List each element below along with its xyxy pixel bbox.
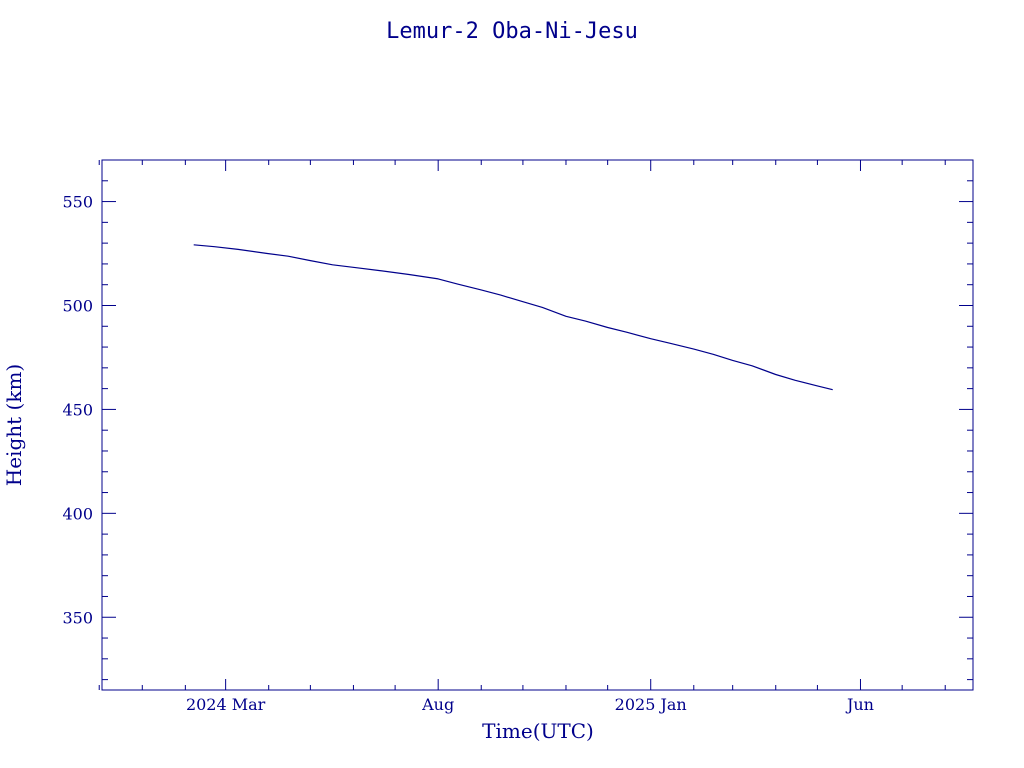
y-axis: 350 400 450 500 550 (62, 159, 973, 681)
chart-title: Lemur-2 Oba-Ni-Jesu (386, 19, 638, 44)
y-tick-label: 400 (62, 504, 93, 523)
x-tick-label: Jun (845, 695, 874, 714)
x-tick-label: 2024 Mar (186, 695, 266, 714)
y-tick-label: 500 (62, 296, 93, 315)
y-tick-label: 550 (62, 193, 93, 212)
x-tick-label: 2025 Jan (615, 695, 687, 714)
series-layer (193, 244, 833, 391)
y-axis-label: Height (km) (2, 364, 26, 486)
x-axis-label: Time(UTC) (482, 719, 594, 743)
series-line (193, 244, 833, 391)
plot-frame (101, 159, 974, 691)
y-tick-label: 350 (62, 608, 93, 627)
x-axis: 2024 Mar Aug 2025 Jan Jun (98, 160, 946, 714)
x-tick-label: Aug (421, 695, 454, 714)
y-tick-label: 450 (62, 400, 93, 419)
